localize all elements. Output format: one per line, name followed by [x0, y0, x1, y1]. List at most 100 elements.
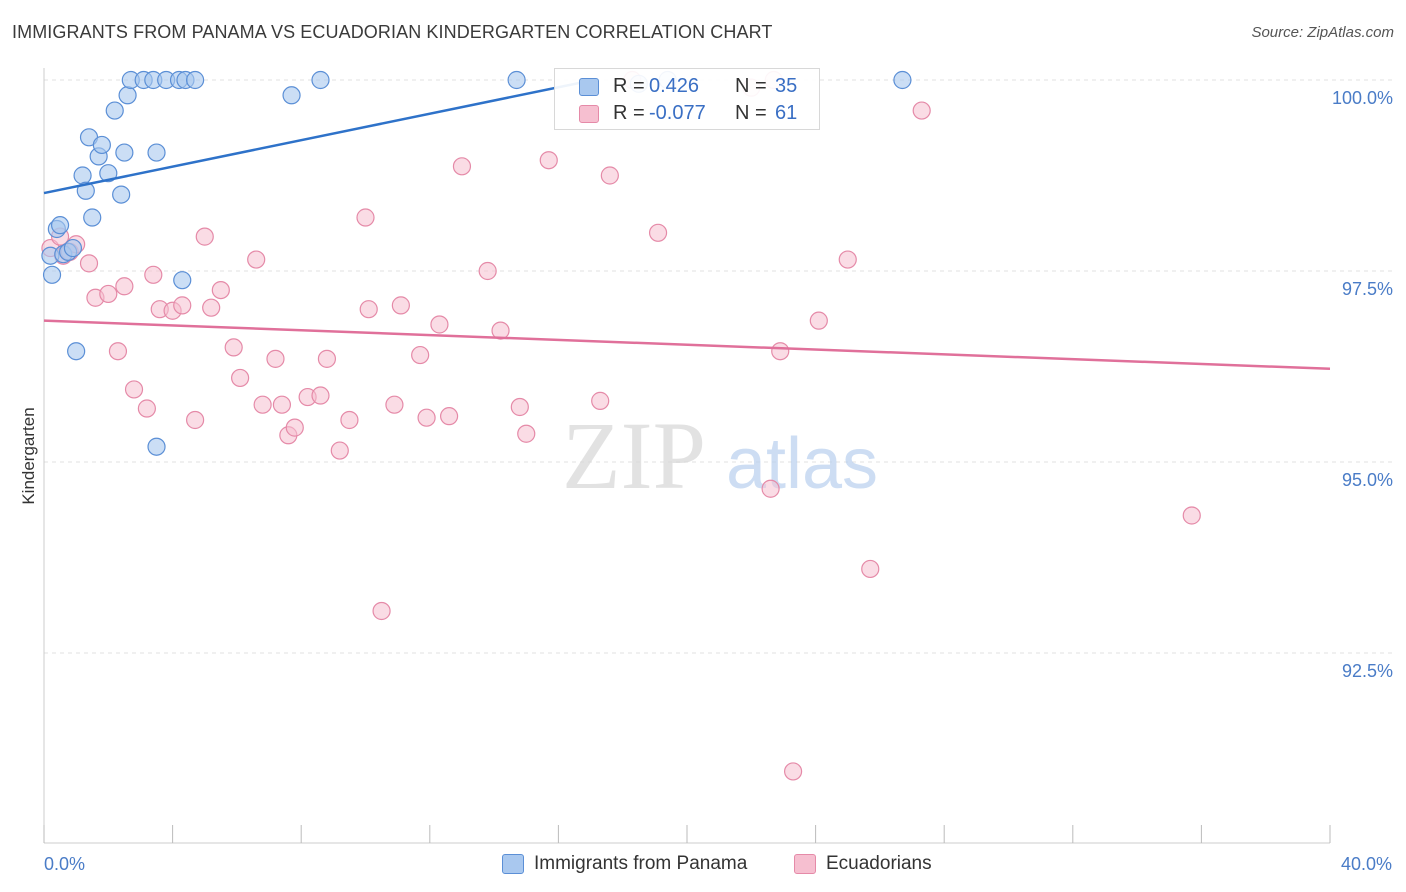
panama-point — [50, 216, 70, 235]
ecuadorians-point — [247, 250, 266, 269]
ecuadorians-point — [311, 386, 330, 405]
panama-point — [115, 143, 134, 162]
ecuadorians-point — [539, 151, 558, 170]
ecuadorians-point — [173, 296, 192, 315]
panama-point — [73, 166, 92, 185]
panama-trend-line — [43, 78, 595, 195]
ecuadorians-point — [478, 261, 497, 281]
y-axis-label: Kindergarten — [19, 407, 38, 504]
ecuadorians-point — [330, 441, 349, 460]
ecuadorians-point — [411, 345, 430, 365]
ecuadorians-point — [391, 296, 410, 315]
legend-n-label: N = — [735, 102, 767, 124]
legend-row-panama: R = 0.426 N = 35 — [555, 74, 819, 100]
ecuadorians-point — [137, 399, 156, 418]
x-tick-label: 0.0% — [44, 854, 85, 874]
ecuadorians-point — [838, 250, 857, 269]
ecuadorians-point — [186, 410, 205, 430]
correlation-legend: R = 0.426 N = 35 R = -0.077 N = 61 — [554, 68, 820, 130]
legend-row-ecuadorians: R = -0.077 N = 61 — [555, 101, 819, 127]
ecuadorians-point — [231, 368, 250, 388]
ecuadorians-point — [385, 395, 404, 414]
legend-swatch-panama — [579, 78, 599, 96]
panama-point — [173, 271, 192, 290]
ecuadorians-point — [417, 408, 436, 427]
ecuadorians-point — [517, 424, 536, 443]
ecuadorians-point — [108, 342, 128, 361]
panama-point — [105, 101, 124, 120]
panama-point — [67, 342, 86, 361]
panama-point — [42, 265, 62, 284]
tick-labels: 92.5% 95.0% 97.5% 100.0% 0.0% 40.0% — [44, 88, 1393, 874]
panama-point — [147, 437, 166, 456]
ecuadorians-point — [285, 418, 304, 437]
ecuadorians-point — [124, 380, 144, 399]
panama-point — [63, 238, 83, 258]
ecuadorians-point — [115, 277, 134, 296]
watermark-zip: ZIP — [562, 402, 706, 509]
source-label: Source: ZipAtlas.com — [1251, 24, 1394, 41]
y-tick-label: 97.5% — [1342, 279, 1393, 299]
ecuadorians-point — [359, 300, 378, 319]
ecuadorians-point — [648, 223, 668, 242]
ecuadorians-point — [600, 166, 619, 185]
chart-title: IMMIGRANTS FROM PANAMA VS ECUADORIAN KIN… — [12, 22, 773, 42]
ecuadorians-point — [809, 311, 828, 330]
ecuadorians-point — [202, 298, 221, 317]
ecuadorians-point — [224, 338, 243, 357]
panama-point — [282, 86, 301, 105]
panama-point — [311, 70, 330, 90]
ecuadorians-point — [912, 101, 931, 120]
panama-point — [92, 135, 111, 155]
legend-n-value: 61 — [775, 102, 798, 124]
ecuadorians-point — [783, 762, 803, 781]
ecuadorians-point — [317, 349, 337, 368]
panama-point — [99, 164, 118, 183]
panama-point — [507, 70, 526, 90]
ecuadorians-point — [491, 321, 510, 340]
y-tick-label: 100.0% — [1332, 88, 1393, 108]
y-tick-label: 92.5% — [1342, 661, 1393, 681]
legend-r-value: 0.426 — [649, 75, 700, 97]
ecuadorians-point — [356, 208, 375, 227]
legend-n-label: N = — [735, 75, 767, 97]
ecuadorians-point — [272, 395, 292, 414]
ecuadorians-point — [99, 284, 118, 304]
ecuadorians-point — [144, 265, 163, 284]
ecuadorians-point — [591, 391, 610, 410]
ecuadorians-trend-line — [43, 319, 1331, 371]
ecuadorians-point — [452, 157, 472, 176]
panama-point — [118, 86, 137, 105]
panama-point — [112, 185, 131, 204]
panama-point — [83, 208, 102, 227]
series-swatch-panama — [502, 854, 524, 874]
gridlines — [44, 79, 1392, 654]
ecuadorians-point — [372, 601, 391, 621]
watermark: ZIP atlas — [562, 402, 878, 509]
panama-point — [186, 70, 205, 90]
ecuadorians-point — [861, 559, 880, 579]
trend-lines — [43, 78, 1331, 371]
ecuadorians-point — [195, 227, 214, 246]
legend-r-value: -0.077 — [649, 102, 706, 124]
ecuadorians-point — [340, 410, 359, 430]
ecuadorians-point — [430, 315, 449, 334]
ecuadorians-point — [253, 395, 272, 414]
panama-point — [147, 143, 166, 162]
ecuadorians-point — [266, 349, 285, 368]
axes — [43, 68, 1331, 844]
ecuadorians-point — [1182, 506, 1201, 525]
ecuadorians-point — [510, 397, 529, 417]
ecuadorians-point — [439, 407, 459, 426]
panama-points — [41, 70, 912, 456]
y-tick-label: 95.0% — [1342, 470, 1393, 490]
legend-r-label: R = — [613, 102, 645, 124]
series-label-panama: Immigrants from Panama — [534, 853, 748, 874]
ecuadorians-point — [211, 281, 230, 300]
legend-r-label: R = — [613, 75, 645, 97]
ecuadorians-point — [771, 342, 790, 361]
panama-point — [893, 70, 912, 90]
watermark-atlas: atlas — [726, 424, 878, 504]
